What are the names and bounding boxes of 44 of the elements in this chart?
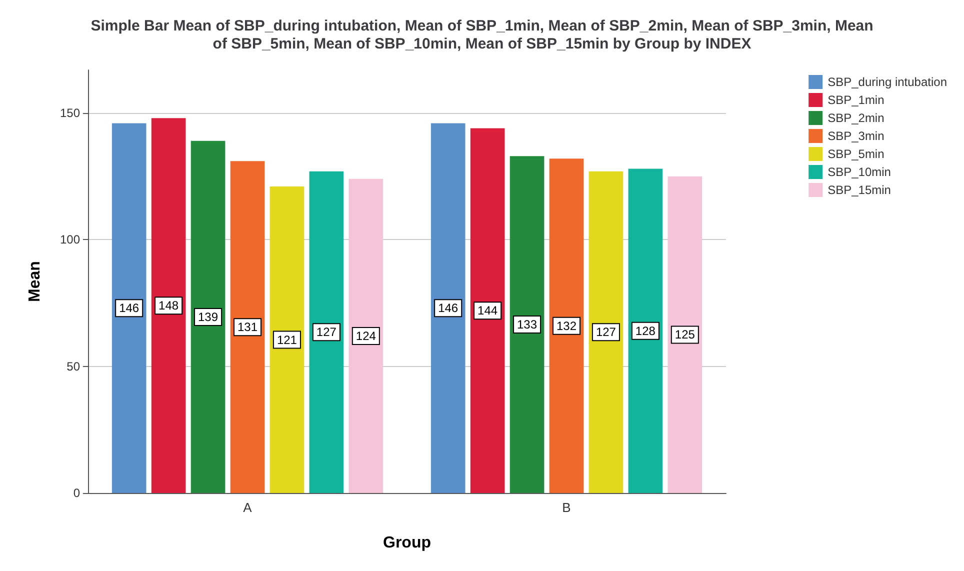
bar xyxy=(112,123,146,493)
legend-label: SBP_5min xyxy=(828,147,884,161)
legend-label: SBP_10min xyxy=(828,165,891,179)
legend-label: SBP_15min xyxy=(828,183,891,197)
data-label: 132 xyxy=(556,318,577,333)
data-label: 144 xyxy=(478,304,498,318)
data-label: 125 xyxy=(674,328,696,342)
data-label: 133 xyxy=(517,318,538,332)
bar xyxy=(628,168,663,493)
legend-label: SBP_1min xyxy=(828,93,884,107)
data-label: 127 xyxy=(596,325,616,340)
x-tick-label: A xyxy=(243,500,252,515)
chart-title: Simple Bar Mean of SBP_during intubation, Mean of SBP_1min, Mean of SBP_2min, Mean of SBP_3min, Mean of SBP_5min, Mean of SBP_10min, Mean of SBP_15min by Group by INDEX xyxy=(90,18,874,52)
legend-label: SBP_2min xyxy=(828,111,884,125)
bar xyxy=(588,171,624,493)
legend-label: SBP_3min xyxy=(828,129,884,143)
data-label: 124 xyxy=(356,328,376,343)
bar xyxy=(668,176,702,493)
y-tick-label: 50 xyxy=(66,359,80,374)
data-label: 131 xyxy=(237,320,258,334)
data-label: 146 xyxy=(119,301,140,316)
data-label: 146 xyxy=(438,301,458,316)
x-tick-label: B xyxy=(562,500,571,515)
data-label: 139 xyxy=(198,310,218,324)
data-label: 121 xyxy=(276,332,298,347)
bar xyxy=(470,128,505,493)
bar xyxy=(190,140,226,493)
y-tick-label: 150 xyxy=(60,106,80,120)
x-axis-title: Group xyxy=(383,534,432,552)
bar xyxy=(270,186,304,493)
y-tick-label: 0 xyxy=(73,486,80,500)
bar xyxy=(230,161,265,493)
bar xyxy=(430,123,466,493)
data-label: 148 xyxy=(158,298,179,313)
data-label: 127 xyxy=(316,325,337,340)
bar xyxy=(309,171,344,493)
bar xyxy=(151,118,186,493)
bar xyxy=(348,178,384,493)
y-tick-label: 100 xyxy=(60,232,80,247)
y-axis-title: Mean xyxy=(26,261,44,302)
legend-label: SBP_during intubation xyxy=(828,75,947,89)
data-label: 128 xyxy=(635,324,656,338)
bar xyxy=(549,158,584,493)
bar xyxy=(510,156,544,493)
